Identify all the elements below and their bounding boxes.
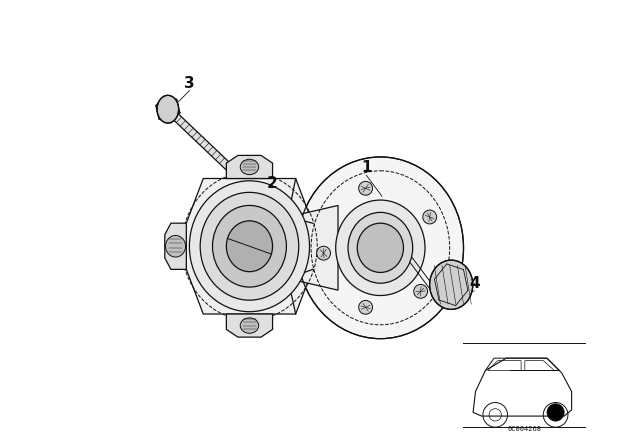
Polygon shape [164, 223, 186, 269]
Ellipse shape [357, 223, 403, 272]
Ellipse shape [423, 210, 436, 224]
Polygon shape [165, 107, 232, 171]
Ellipse shape [276, 217, 300, 279]
Polygon shape [227, 155, 273, 178]
Ellipse shape [429, 260, 473, 310]
Ellipse shape [212, 206, 287, 287]
Ellipse shape [348, 212, 413, 283]
Ellipse shape [166, 236, 186, 257]
Text: 2: 2 [267, 176, 278, 190]
Ellipse shape [240, 318, 259, 333]
Polygon shape [288, 206, 338, 290]
Ellipse shape [297, 157, 463, 339]
Ellipse shape [189, 181, 310, 312]
Ellipse shape [157, 95, 179, 123]
Ellipse shape [240, 159, 259, 175]
Circle shape [547, 404, 564, 421]
Text: 1: 1 [361, 160, 372, 175]
Ellipse shape [413, 284, 428, 298]
Text: 4: 4 [469, 276, 479, 291]
Ellipse shape [200, 192, 299, 300]
Ellipse shape [317, 246, 330, 260]
Text: 0C004268: 0C004268 [508, 426, 542, 432]
Ellipse shape [227, 221, 273, 271]
Polygon shape [227, 314, 273, 337]
Text: 3: 3 [184, 76, 195, 90]
Ellipse shape [358, 300, 372, 314]
Ellipse shape [336, 200, 425, 296]
Ellipse shape [358, 181, 372, 195]
Polygon shape [186, 178, 312, 314]
